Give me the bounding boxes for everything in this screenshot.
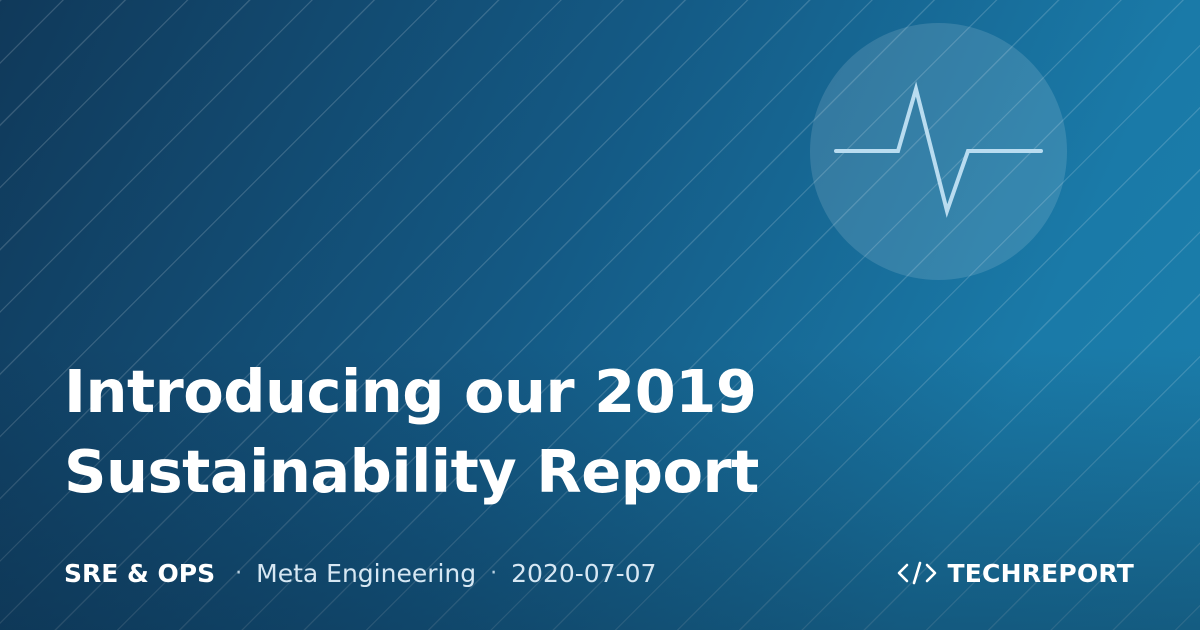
brand-logo: TECHREPORT (896, 556, 1135, 590)
publish-date: 2020-07-07 (511, 558, 657, 588)
author-label: Meta Engineering (256, 558, 477, 588)
heartbeat-pulse-icon (834, 81, 1043, 218)
article-title-line-2: Sustainability Report (64, 437, 759, 506)
meta-separator: · (235, 560, 243, 586)
pulse-badge (810, 23, 1067, 280)
brand-name: TECHREPORT (947, 558, 1134, 588)
article-meta: SRE & OPS · Meta Engineering · 2020-07-0… (64, 556, 656, 590)
code-brackets-icon (896, 560, 938, 586)
article-title-line-1: Introducing our 2019 (64, 357, 757, 426)
article-title: Introducing our 2019 Sustainability Repo… (64, 352, 964, 512)
category-label: SRE & OPS (64, 558, 216, 588)
meta-separator: · (490, 560, 498, 586)
